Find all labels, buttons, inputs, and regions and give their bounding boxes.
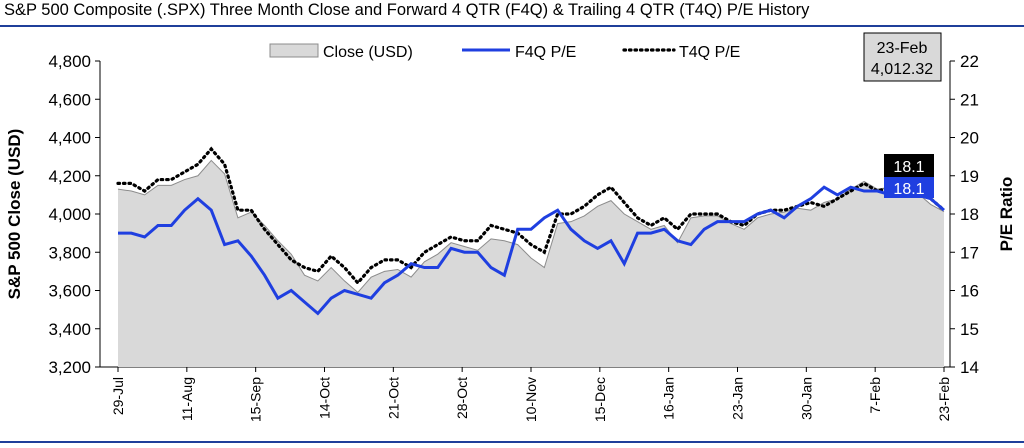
left-tick-label: 3,400 xyxy=(48,320,91,339)
x-tick-label: 15-Dec xyxy=(592,377,608,422)
callout-date: 23-Feb xyxy=(877,40,928,57)
series-layer xyxy=(116,146,946,367)
labels-layer: S&P 500 Close (USD) P/E Ratio Close (USD) F… xyxy=(5,32,1016,300)
left-tick-label: 3,200 xyxy=(48,358,91,377)
f4q-line xyxy=(118,185,945,316)
right-tick-label: 15 xyxy=(960,320,979,339)
legend-t4q-label: T4Q P/E xyxy=(679,44,740,61)
t4q-line xyxy=(116,146,946,286)
x-tick-label: 16-Jan xyxy=(661,377,677,420)
y-axis-right-label: P/E Ratio xyxy=(997,177,1016,252)
close-area xyxy=(118,160,944,367)
y-axis-left-label: S&P 500 Close (USD) xyxy=(5,129,24,300)
f4q-end-label: 18.1 xyxy=(893,181,924,198)
chart-title: S&P 500 Composite (.SPX) Three Month Clo… xyxy=(4,1,810,19)
x-tick-label: 23-Feb xyxy=(936,377,952,422)
x-tick-label: 28-Oct xyxy=(454,377,470,419)
x-tick-label: 14-Oct xyxy=(317,377,333,419)
t4q-end-label-bg xyxy=(884,154,934,177)
legend-f4q-label: F4Q P/E xyxy=(515,44,576,61)
x-tick-label: 23-Jan xyxy=(730,377,746,420)
x-tick-label: 15-Sep xyxy=(248,377,264,422)
bottom-rule xyxy=(0,441,1024,443)
right-tick-label: 18 xyxy=(960,205,979,224)
left-tick-label: 3,800 xyxy=(48,243,91,262)
left-tick-label: 4,000 xyxy=(48,205,91,224)
x-tick-label: 21-Oct xyxy=(385,377,401,419)
right-tick-label: 16 xyxy=(960,282,979,301)
callout-value: 4,012.32 xyxy=(871,61,933,78)
t4q-end-label: 18.1 xyxy=(893,159,924,176)
left-tick-label: 3,600 xyxy=(48,282,91,301)
right-tick-label: 17 xyxy=(960,243,979,262)
left-tick-label: 4,400 xyxy=(48,129,91,148)
right-tick-label: 20 xyxy=(960,129,979,148)
x-tick-label: 11-Aug xyxy=(179,377,195,421)
right-tick-label: 19 xyxy=(960,167,979,186)
x-tick-label: 10-Nov xyxy=(523,377,539,422)
x-tick-label: 29-Jul xyxy=(110,377,126,415)
left-tick-label: 4,200 xyxy=(48,167,91,186)
f4q-end-label-bg xyxy=(884,177,934,198)
x-tick-label: 30-Jan xyxy=(798,377,814,420)
right-tick-label: 21 xyxy=(960,90,979,109)
right-tick-label: 22 xyxy=(960,52,979,71)
top-rule xyxy=(0,25,1024,27)
x-tick-label: 7-Feb xyxy=(867,377,883,414)
legend-close-swatch xyxy=(269,43,319,58)
left-tick-label: 4,800 xyxy=(48,52,91,71)
left-tick-label: 4,600 xyxy=(48,90,91,109)
callout-box xyxy=(863,32,942,82)
legend-close-label: Close (USD) xyxy=(323,44,413,61)
right-tick-label: 14 xyxy=(960,358,979,377)
axes-layer: 3,200 3,400 3,600 3,800 4,000 4,200 4,400 4,600… xyxy=(48,52,978,422)
